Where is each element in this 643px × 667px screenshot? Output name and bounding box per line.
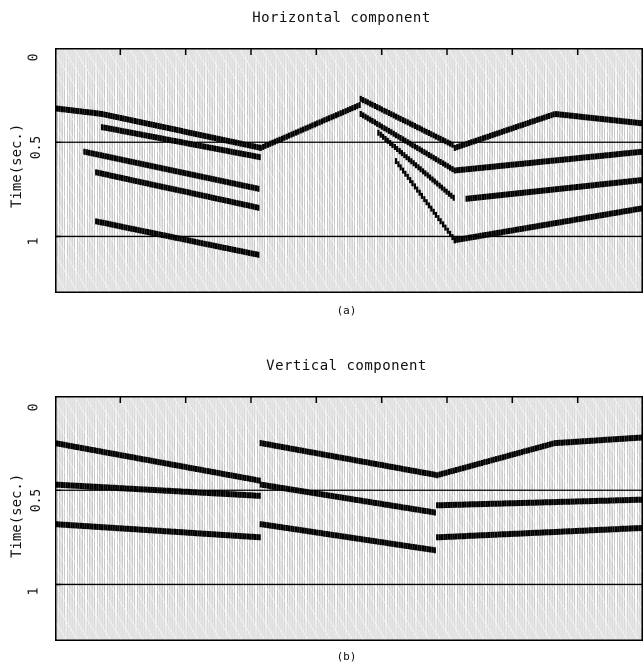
a-event-11 [453,148,642,174]
b-event-6 [436,434,643,479]
a-event-3 [95,169,260,211]
a-event-12 [465,177,642,202]
a-event-8 [377,129,455,201]
a-event-10 [453,111,642,151]
y-tick-label-a-0: 0 [26,53,42,62]
trace-texture [55,48,643,293]
caption-b: (b) [336,650,357,663]
a-event-9 [394,158,456,244]
b-event-5 [259,521,436,554]
a-event-1 [100,124,261,161]
b-event-3 [259,440,436,478]
panel-b: Vertical component Time(sec.) 0 0.5 1 (b… [0,330,643,667]
y-tick-label-a-2: 1 [26,237,42,246]
caption-a: (a) [336,304,357,317]
chart-title-a: Horizontal component [252,10,431,26]
y-tick-label-a-1: 0.5 [29,135,45,160]
b-event-7 [436,496,643,509]
y-tick-label-b-1: 0.5 [29,488,45,513]
b-event-8 [436,525,643,541]
seismic-section-a [55,48,643,293]
y-axis-label-b: Time(sec.) [9,473,25,558]
y-tick-label-b-2: 1 [26,587,42,596]
y-axis-label-a: Time(sec.) [9,123,25,208]
a-event-7 [359,111,454,173]
a-event-6 [359,95,454,148]
panel-a: Horizontal component Time(sec.) 0 0.5 1 … [0,0,643,330]
b-event-0 [55,440,261,484]
b-frame [55,396,643,641]
a-frame [55,48,643,293]
a-event-2 [83,148,260,192]
b-event-2 [55,521,261,541]
a-event-0 [55,105,261,151]
a-event-5 [259,102,361,151]
chart-title-b: Vertical component [266,358,427,374]
seismic-section-b [55,396,643,641]
y-tick-label-b-0: 0 [26,403,42,412]
trace-texture [55,396,643,641]
